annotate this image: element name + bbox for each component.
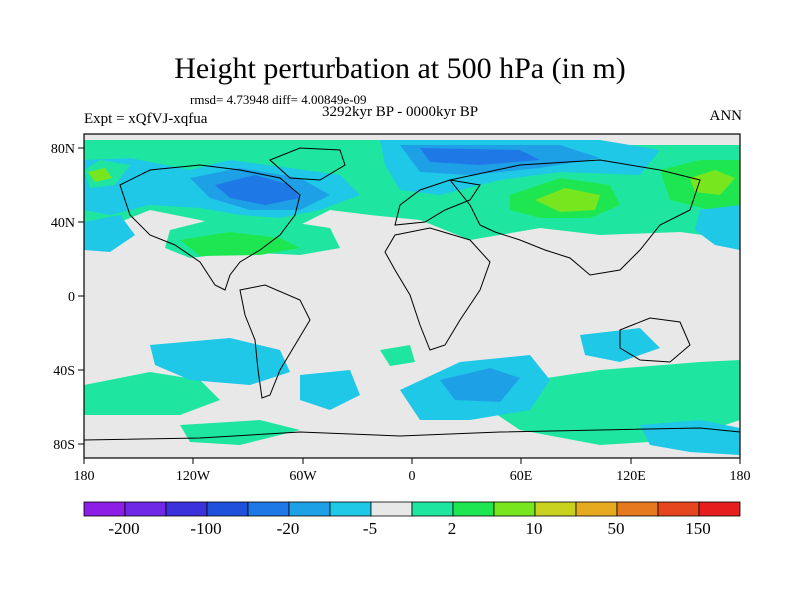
colorbar-swatch — [411, 501, 454, 517]
contour-lightgreen-pacific-west — [88, 168, 112, 182]
coast-greenland — [269, 147, 346, 181]
season-label: ANN — [709, 108, 743, 124]
lon-label-60e: 60E — [510, 469, 533, 484]
colorbar-label-50: 50 — [608, 519, 625, 538]
coast-australia — [619, 317, 691, 363]
lon-label-120e: 120E — [616, 469, 646, 484]
lon-label-180e: 180 — [730, 469, 751, 484]
colorbar-swatch — [452, 501, 495, 517]
lat-label-0: 0 — [68, 290, 75, 305]
colorbar-label-minus-20: -20 — [277, 519, 300, 538]
contour-yellow-europe — [535, 188, 600, 212]
coast-north-america — [119, 164, 301, 291]
colorbar-label-2: 2 — [448, 519, 457, 538]
lon-label-120w: 120W — [176, 469, 211, 484]
contour-green-south-pacific — [84, 372, 220, 415]
colorbar-label-minus-5: -5 — [363, 519, 377, 538]
colorbar-swatch — [83, 501, 126, 517]
latitude-axis: 80N 40N 0 40S 80S — [51, 142, 84, 453]
map-title: Height perturbation at 500 hPa (in m) — [174, 52, 626, 85]
lat-label-40n: 40N — [51, 216, 75, 231]
contour-blue-asia-east — [695, 205, 740, 250]
colorbar-swatch — [288, 501, 331, 517]
longitude-axis: 180 120W 60W 0 60E 120E 180 — [74, 458, 751, 484]
field-contours — [84, 140, 740, 258]
colorbar-swatch — [165, 501, 208, 517]
colorbar-label-minus-200: -200 — [108, 519, 139, 538]
contour-green-south-atlantic-small — [380, 345, 415, 366]
colorbar-label-10: 10 — [526, 519, 543, 538]
contour-green-antarctic — [180, 420, 300, 445]
colorbar-swatch — [370, 501, 413, 517]
colorbar-swatch — [493, 501, 536, 517]
colorbar-swatch — [247, 501, 290, 517]
lat-label-40s: 40S — [53, 364, 75, 379]
field-contours-south — [84, 328, 740, 455]
colorbar-swatch — [657, 501, 700, 517]
contour-blue-south-america — [300, 370, 360, 410]
colorbar-swatch — [124, 501, 167, 517]
contour-lightgreen-atlantic — [180, 232, 300, 256]
colorbar-swatch — [698, 501, 741, 517]
lat-label-80s: 80S — [53, 438, 75, 453]
colorbar-swatch — [206, 501, 249, 517]
stats-text: rmsd= 4.73948 diff= 4.00849e-09 — [190, 92, 367, 107]
colorbar-swatch — [534, 501, 577, 517]
contour-blue-south-atlantic-mid — [440, 368, 520, 402]
coast-africa — [384, 227, 491, 351]
contour-blue-south-pacific — [150, 338, 290, 385]
coast-antarctica — [83, 427, 741, 441]
coast-asia — [449, 159, 701, 276]
contour-yellow-pacific — [690, 170, 735, 195]
map-panel — [83, 133, 741, 459]
contour-blue-america-deep — [215, 175, 300, 205]
coast-south-america — [239, 284, 311, 399]
colorbar-label-minus-100: -100 — [190, 519, 221, 538]
period-label: 3292kyr BP - 0000kyr BP — [322, 104, 479, 120]
lon-label-180w: 180 — [74, 469, 95, 484]
colorbar-swatch — [575, 501, 618, 517]
lat-label-80n: 80N — [51, 142, 75, 157]
colorbar-swatch — [616, 501, 659, 517]
colorbar-swatches — [83, 501, 741, 517]
experiment-label: Expt = xQfVJ-xqfua — [84, 111, 208, 127]
contour-blue-arctic-deep — [420, 148, 540, 165]
coastlines — [83, 147, 741, 441]
colorbar-swatch — [329, 501, 372, 517]
lon-label-60w: 60W — [289, 469, 317, 484]
lon-label-0: 0 — [409, 469, 416, 484]
colorbar-label-150: 150 — [685, 519, 711, 538]
colorbar: -200 -100 -20 -5 2 10 50 150 — [83, 501, 741, 538]
contour-blue-pacific-west — [84, 215, 135, 252]
coast-europe — [394, 179, 481, 226]
